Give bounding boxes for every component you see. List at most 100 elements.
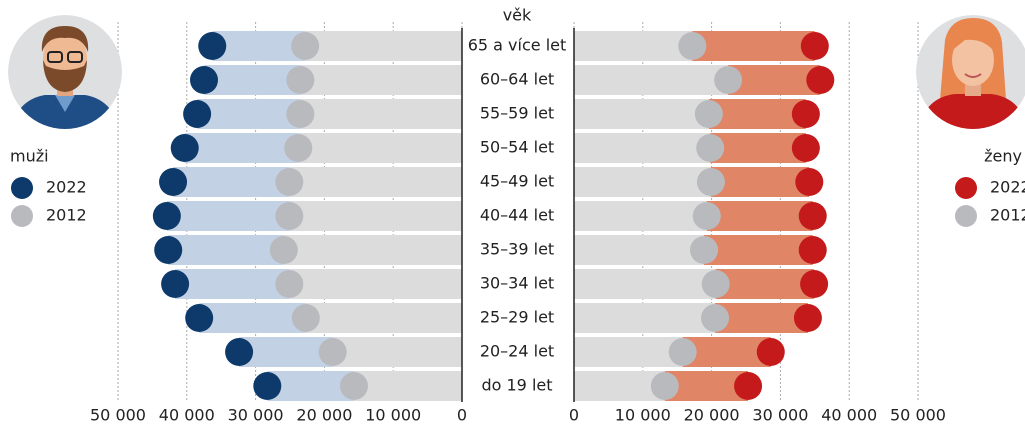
dot-2012 — [668, 338, 697, 366]
bar-change — [267, 371, 354, 401]
x-tick-label: 40 000 — [821, 406, 877, 425]
bar-2012 — [574, 371, 665, 401]
bar-2012 — [289, 167, 462, 197]
legend-title: muži — [10, 147, 49, 166]
dot-2022 — [152, 202, 181, 230]
bar-change — [704, 235, 813, 265]
bar-change — [168, 235, 284, 265]
x-tick-label: 50 000 — [890, 406, 946, 425]
x-tick-label: 30 000 — [752, 406, 808, 425]
dot-2012 — [650, 372, 679, 400]
legend-swatch — [11, 205, 33, 227]
dot-2012 — [692, 202, 721, 230]
category-label: 45–49 let — [480, 172, 554, 191]
dot-2012 — [291, 32, 320, 60]
bar-2012 — [574, 235, 705, 265]
dot-2012 — [701, 304, 730, 332]
dot-2012 — [339, 372, 368, 400]
dot-2012 — [318, 338, 347, 366]
legend-swatch — [11, 177, 33, 199]
bar-2012 — [574, 99, 709, 129]
bar-change — [710, 167, 810, 197]
bar-2012 — [300, 65, 462, 95]
dot-2012 — [286, 66, 315, 94]
dot-2012 — [694, 100, 723, 128]
category-label: 20–24 let — [480, 342, 554, 361]
bar-2012 — [305, 31, 462, 61]
bar-2012 — [574, 303, 716, 333]
dot-2022 — [806, 66, 835, 94]
bar-change — [184, 133, 299, 163]
category-label: 65 a více let — [468, 36, 567, 55]
dot-2022 — [800, 270, 829, 298]
category-label: 50–54 let — [480, 138, 554, 157]
x-tick-label: 0 — [569, 406, 579, 425]
dot-2012 — [286, 100, 315, 128]
category-label: 60–64 let — [480, 70, 554, 89]
category-label: 40–44 let — [480, 206, 554, 225]
dot-2022 — [793, 304, 822, 332]
dot-2012 — [275, 202, 304, 230]
x-tick-label: 10 000 — [615, 406, 671, 425]
category-label: 35–39 let — [480, 240, 554, 259]
dot-2022 — [798, 202, 827, 230]
dot-2022 — [161, 270, 190, 298]
bar-change — [204, 65, 301, 95]
dot-2022 — [800, 32, 829, 60]
dot-2022 — [734, 372, 763, 400]
bar-2012 — [574, 31, 693, 61]
bar-change — [199, 303, 306, 333]
x-tick-label: 20 000 — [296, 406, 352, 425]
bar-2012 — [353, 371, 462, 401]
bar-2012 — [289, 269, 462, 299]
legend-label: 2012 — [46, 206, 87, 225]
bar-change — [706, 201, 813, 231]
dot-2012 — [284, 134, 313, 162]
dot-2022 — [791, 100, 820, 128]
legend-label: 2022 — [46, 178, 87, 197]
bar-change — [166, 201, 290, 231]
x-tick-label: 20 000 — [684, 406, 740, 425]
bar-change — [710, 133, 806, 163]
bar-2012 — [574, 133, 711, 163]
dot-2012 — [275, 270, 304, 298]
dot-2012 — [291, 304, 320, 332]
dot-2012 — [275, 168, 304, 196]
dot-2022 — [170, 134, 199, 162]
dot-2022 — [183, 100, 212, 128]
bar-change — [708, 99, 806, 129]
bar-2012 — [574, 269, 716, 299]
legend-title: ženy — [984, 147, 1022, 166]
legend-label: 2012 — [990, 206, 1025, 225]
bar-2012 — [300, 99, 462, 129]
category-label: 30–34 let — [480, 274, 554, 293]
bar-2012 — [305, 303, 462, 333]
dot-2022 — [185, 304, 214, 332]
dot-2012 — [678, 32, 707, 60]
dot-2022 — [198, 32, 227, 60]
x-tick-label: 30 000 — [228, 406, 284, 425]
bar-2012 — [574, 337, 683, 367]
bar-change — [175, 269, 290, 299]
dot-2022 — [756, 338, 785, 366]
x-tick-label: 10 000 — [365, 406, 421, 425]
bar-2012 — [283, 235, 462, 265]
dot-2022 — [253, 372, 282, 400]
dot-2022 — [154, 236, 183, 264]
category-label: do 19 let — [481, 376, 552, 395]
legend-label: 2022 — [990, 178, 1025, 197]
bar-2012 — [332, 337, 462, 367]
dot-2022 — [225, 338, 254, 366]
bar-change — [692, 31, 815, 61]
bar-change — [173, 167, 290, 197]
dot-2022 — [795, 168, 824, 196]
x-tick-label: 50 000 — [90, 406, 146, 425]
category-label: 55–59 let — [480, 104, 554, 123]
dot-2022 — [190, 66, 218, 94]
dot-2022 — [159, 168, 188, 196]
x-tick-label: 0 — [457, 406, 467, 425]
legend-swatch — [955, 205, 977, 227]
bar-change — [728, 65, 821, 95]
dot-2012 — [696, 168, 725, 196]
